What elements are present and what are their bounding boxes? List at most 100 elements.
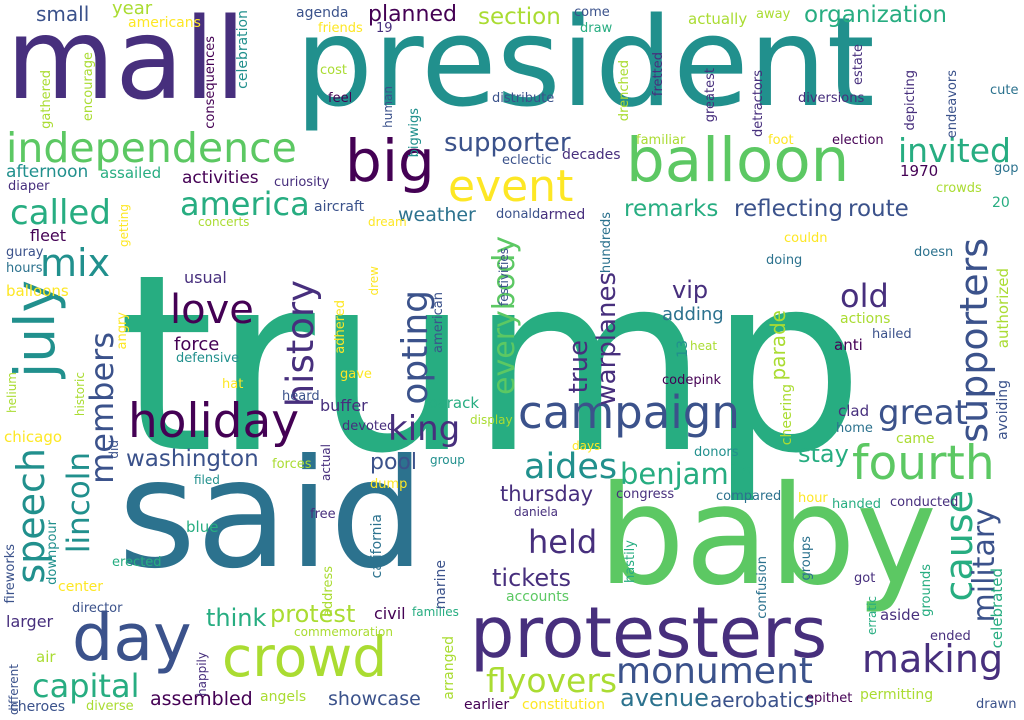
word: curiosity	[274, 175, 330, 190]
word: baby	[598, 457, 937, 616]
word: president	[295, 0, 875, 135]
word: assailed	[100, 164, 162, 182]
word: aircraft	[314, 199, 365, 215]
word: members	[83, 332, 121, 484]
word: group	[430, 453, 465, 467]
word: adding	[662, 304, 724, 325]
word: supporter	[444, 128, 571, 158]
word: americans	[128, 15, 201, 31]
word: cute	[990, 83, 1019, 98]
word: 19	[376, 21, 393, 36]
word: eclectic	[502, 153, 552, 168]
word: consequences	[203, 36, 218, 129]
word: groups	[799, 536, 814, 581]
word: showcase	[328, 688, 421, 710]
word: dream	[368, 215, 407, 229]
word: vip	[672, 276, 709, 304]
word: doing	[766, 253, 803, 268]
word: anti	[834, 336, 863, 354]
word: flyovers	[486, 661, 618, 700]
word: invited	[898, 131, 1011, 170]
word: congress	[616, 487, 675, 502]
word: aerobatics	[710, 688, 815, 712]
word: assembled	[150, 688, 253, 710]
word: away	[756, 7, 791, 22]
word: hundreds	[599, 212, 614, 274]
word: year	[112, 0, 153, 19]
word: drawn	[976, 697, 1017, 712]
word: called	[10, 193, 111, 233]
word: larger	[6, 612, 54, 631]
word: cost	[320, 63, 347, 78]
word: day	[72, 601, 192, 676]
word: devoted	[342, 419, 396, 434]
word: gathered	[39, 70, 54, 129]
word: human	[381, 86, 395, 128]
word: angry	[115, 312, 130, 350]
word: route	[848, 196, 909, 222]
word: election	[832, 133, 884, 148]
word: america	[180, 185, 310, 223]
word: come	[574, 5, 610, 20]
word: holiday	[128, 394, 300, 449]
word: detractors	[751, 70, 766, 137]
word: address	[321, 566, 336, 618]
word: armed	[540, 207, 586, 223]
word: usual	[184, 268, 227, 287]
word: daniela	[514, 505, 558, 519]
word: gop	[994, 161, 1019, 176]
word: defensive	[176, 351, 240, 366]
word: great	[878, 393, 968, 433]
word: angels	[260, 689, 307, 705]
word: organization	[804, 2, 948, 28]
word: fretted	[651, 52, 666, 97]
word: weather	[398, 204, 476, 226]
word: donald	[496, 207, 541, 222]
word: washington	[126, 446, 259, 472]
word: trump	[118, 222, 865, 507]
word: independence	[6, 124, 297, 172]
word: avenue	[620, 684, 709, 712]
word: free	[310, 507, 336, 522]
word: heard	[282, 389, 320, 404]
word: cheroes	[10, 699, 66, 715]
word: concerts	[198, 215, 250, 229]
word: home	[836, 421, 873, 436]
word: filed	[194, 473, 220, 487]
word: friends	[318, 21, 363, 36]
word: erratic	[865, 596, 879, 636]
word: mix	[40, 241, 111, 285]
word: came	[896, 431, 935, 447]
word: balloons	[6, 282, 69, 300]
word: getting	[117, 204, 131, 247]
word: downpour	[45, 520, 60, 585]
word: california	[369, 514, 385, 579]
word: center	[58, 579, 104, 595]
word: cheering	[779, 384, 795, 446]
word: adhered	[333, 300, 348, 354]
word: old	[840, 277, 889, 315]
word: dump	[370, 477, 408, 492]
word: encourage	[81, 52, 96, 122]
word: mall	[6, 0, 246, 125]
word: buffer	[320, 396, 368, 415]
word: campaign	[518, 386, 740, 439]
word: different	[7, 664, 21, 715]
word: stay	[798, 440, 849, 468]
word: civil	[374, 604, 406, 623]
word: familiar	[636, 133, 686, 148]
word: reflecting	[734, 196, 843, 222]
word: force	[174, 334, 220, 355]
word: protesters	[470, 592, 828, 674]
word: american	[431, 292, 446, 353]
word: accounts	[506, 589, 570, 605]
word: ended	[930, 629, 971, 644]
word: monument	[616, 651, 813, 692]
word: actually	[688, 10, 748, 28]
word: air	[36, 648, 56, 666]
word: blue	[186, 518, 219, 536]
word: avoiding	[995, 380, 1011, 440]
word: earlier	[464, 697, 510, 713]
word: bigwigs	[407, 108, 422, 158]
word: estate	[851, 44, 866, 85]
